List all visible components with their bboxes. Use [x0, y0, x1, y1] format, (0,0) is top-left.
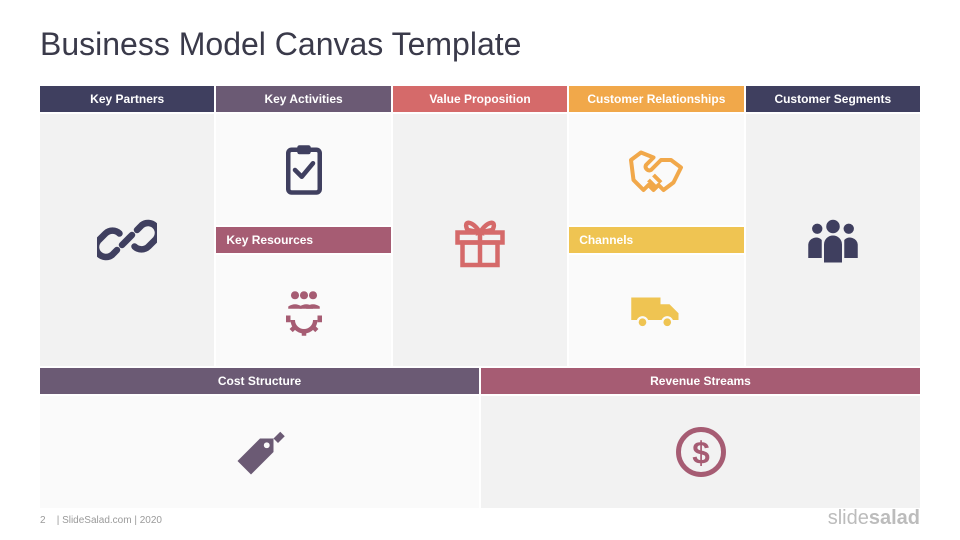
body-key-activities: [216, 114, 390, 225]
col-cost-structure: Cost Structure: [40, 368, 479, 508]
header-channels: Channels: [569, 227, 743, 253]
body-customer-relationships: [569, 114, 743, 225]
footer-left: 2 | SlideSalad.com | 2020: [40, 515, 162, 526]
brand-logo: slidesalad: [828, 507, 920, 530]
body-cost-structure: [40, 396, 479, 508]
business-model-canvas: Key Partners Key Activities: [40, 86, 920, 508]
col-revenue-streams: Revenue Streams $: [481, 368, 920, 508]
body-customer-segments: [746, 114, 920, 366]
clipboard-check-icon: [277, 143, 331, 197]
dollar-circle-icon: $: [674, 425, 728, 479]
handshake-icon: [626, 140, 686, 200]
header-customer-relationships: Customer Relationships: [569, 86, 743, 112]
brand-bold: salad: [869, 507, 920, 529]
people-icon: [806, 213, 860, 267]
col-relationships-channels: Customer Relationships Channels: [569, 86, 743, 366]
body-key-resources: [216, 255, 390, 366]
truck-icon: [629, 284, 683, 338]
price-tag-icon: [233, 425, 287, 479]
body-value-proposition: [393, 114, 567, 366]
svg-text:$: $: [692, 434, 710, 470]
col-value-proposition: Value Proposition: [393, 86, 567, 366]
header-key-partners: Key Partners: [40, 86, 214, 112]
header-customer-segments: Customer Segments: [746, 86, 920, 112]
header-key-activities: Key Activities: [216, 86, 390, 112]
body-revenue-streams: $: [481, 396, 920, 508]
gift-icon: [450, 210, 510, 270]
footer-site: | SlideSalad.com | 2020: [57, 515, 162, 526]
col-customer-segments: Customer Segments: [746, 86, 920, 366]
link-icon: [97, 210, 157, 270]
col-key-partners: Key Partners: [40, 86, 214, 366]
team-gear-icon: [277, 284, 331, 338]
header-value-proposition: Value Proposition: [393, 86, 567, 112]
header-revenue-streams: Revenue Streams: [481, 368, 920, 394]
canvas-top-row: Key Partners Key Activities: [40, 86, 920, 366]
header-key-resources: Key Resources: [216, 227, 390, 253]
body-key-partners: [40, 114, 214, 366]
body-channels: [569, 255, 743, 366]
col-activities-resources: Key Activities Key Resources: [216, 86, 390, 366]
brand-light: slide: [828, 507, 869, 529]
canvas-bottom-row: Cost Structure Revenue Streams $: [40, 368, 920, 508]
header-cost-structure: Cost Structure: [40, 368, 479, 394]
page-title: Business Model Canvas Template: [40, 26, 521, 63]
page-number: 2: [40, 515, 46, 526]
